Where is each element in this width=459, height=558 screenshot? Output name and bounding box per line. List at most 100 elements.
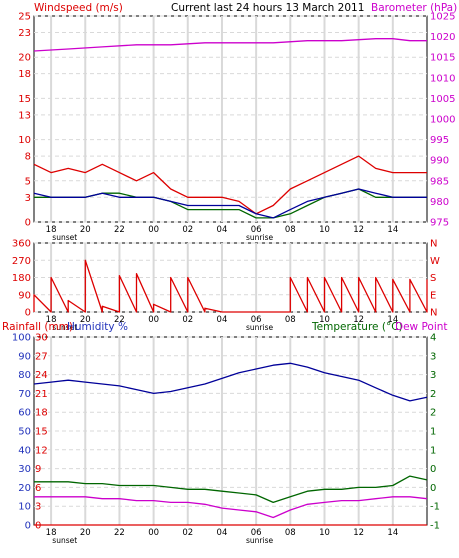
y-tick-label: 25: [18, 12, 31, 23]
y-tick-label: 30: [18, 464, 31, 475]
x-tick-label: 06: [251, 528, 262, 538]
y-right-tick-label: 0: [430, 483, 436, 494]
y-tick-label: 10: [18, 502, 31, 513]
windspeed-axis-title: Windspeed (m/s): [34, 2, 123, 14]
x-tick-label: 20: [80, 315, 91, 325]
x-tick-label: 06: [251, 315, 262, 325]
x-tick-label: 02: [182, 528, 193, 538]
y-right-tick-label: 1005: [430, 94, 455, 105]
x-tick-label: 10: [319, 528, 330, 538]
y-tick-label: 20: [18, 53, 31, 64]
y-right-tick-label: 3: [430, 351, 436, 362]
x-tick-label: 22: [114, 315, 125, 325]
x-tick-label: 14: [387, 528, 398, 538]
rain-tick-label: 24: [35, 370, 48, 381]
barometer-axis-title: Barometer (hPa): [371, 2, 457, 14]
x-tick-label: 20: [80, 225, 91, 235]
rain-tick-label: 3: [35, 502, 41, 513]
y-tick-label: 20: [18, 483, 31, 494]
rain-tick-label: 9: [35, 464, 41, 475]
x-tick-label: 00: [148, 315, 159, 325]
panel-frame-wind_baro: [33, 15, 428, 223]
x-note-sunrise: sunrise: [246, 536, 273, 545]
y-tick-label: 23: [18, 28, 31, 39]
x-note-sunrise: sunrise: [246, 323, 273, 332]
y-right-tick-label: -1: [430, 502, 440, 513]
y-right-tick-label: 2: [430, 389, 436, 400]
y-right-tick-label: 1020: [430, 32, 455, 43]
y-tick-label: 90: [18, 290, 31, 301]
rain-tick-label: 18: [35, 408, 48, 419]
x-tick-label: 04: [217, 315, 228, 325]
y-tick-label: 70: [18, 389, 31, 400]
rain-tick-label: 12: [35, 445, 48, 456]
humidity-axis-title: Humidity %: [67, 321, 128, 333]
y-right-tick-label: 1: [430, 427, 436, 438]
series-gust-wind_baro: [33, 188, 427, 219]
y-right-tick-label: 1015: [430, 53, 455, 64]
y-right-tick-label: 0: [430, 464, 436, 475]
rainfall-axis-title: Rainfall (mm): [2, 321, 73, 333]
y-right-tick-label: E: [430, 290, 436, 301]
x-tick-label: 14: [387, 315, 398, 325]
x-tick-label: 10: [319, 225, 330, 235]
y-tick-label: 40: [18, 445, 31, 456]
y-tick-label: 180: [12, 273, 31, 284]
x-tick-label: 12: [353, 225, 364, 235]
x-tick-label: 04: [217, 225, 228, 235]
x-tick-label: 00: [148, 528, 159, 538]
y-right-tick-label: 1025: [430, 12, 455, 23]
x-tick-label: 14: [387, 225, 398, 235]
y-right-tick-label: 1000: [430, 115, 455, 126]
rain-tick-label: 27: [35, 351, 48, 362]
y-tick-label: 0: [25, 218, 31, 229]
series-temp-temp_hum: [34, 475, 428, 504]
y-tick-label: 60: [18, 408, 31, 419]
temperature-axis-title: Temperature (°C): [311, 321, 403, 333]
y-tick-label: 80: [18, 370, 31, 381]
y-tick-label: 0: [25, 521, 31, 532]
y-right-tick-label: 4: [430, 333, 436, 344]
rain-tick-label: 6: [35, 483, 41, 494]
x-tick-label: 18: [46, 225, 57, 235]
y-right-tick-label: 990: [430, 156, 449, 167]
y-tick-label: 18: [18, 69, 31, 80]
x-tick-label: 02: [182, 315, 193, 325]
y-tick-label: 10: [18, 135, 31, 146]
y-tick-label: 0: [25, 308, 31, 319]
y-tick-label: 50: [18, 427, 31, 438]
x-tick-label: 08: [285, 315, 296, 325]
y-right-tick-label: 3: [430, 370, 436, 381]
y-tick-label: 5: [25, 176, 31, 187]
x-tick-label: 12: [353, 528, 364, 538]
y-tick-label: 90: [18, 351, 31, 362]
y-tick-label: 100: [12, 333, 31, 344]
x-tick-label: 00: [148, 225, 159, 235]
y-right-tick-label: W: [430, 256, 440, 267]
x-tick-label: 22: [114, 528, 125, 538]
series-wind-wind_baro: [33, 155, 427, 215]
x-note-sunrise: sunrise: [246, 233, 273, 242]
series-dew-temp_hum: [34, 496, 428, 519]
chart-title: Current last 24 hours 13 March 2011: [171, 2, 364, 14]
series-wind-direction: [33, 259, 428, 313]
x-tick-label: 20: [80, 528, 91, 538]
y-tick-label: 360: [12, 239, 31, 250]
y-tick-label: 8: [25, 152, 31, 163]
x-tick-label: 22: [114, 225, 125, 235]
y-right-tick-label: -1: [430, 521, 440, 532]
x-tick-label: 04: [217, 528, 228, 538]
x-tick-label: 06: [251, 225, 262, 235]
y-right-tick-label: 975: [430, 218, 449, 229]
rain-tick-label: 15: [35, 427, 48, 438]
y-right-tick-label: 985: [430, 176, 449, 187]
x-tick-label: 12: [353, 315, 364, 325]
y-right-tick-label: S: [430, 273, 436, 284]
x-tick-label: 10: [319, 315, 330, 325]
rain-tick-label: 30: [35, 333, 48, 344]
rain-tick-label: 0: [35, 521, 41, 532]
x-tick-label: 18: [46, 528, 57, 538]
x-tick-label: 08: [285, 225, 296, 235]
